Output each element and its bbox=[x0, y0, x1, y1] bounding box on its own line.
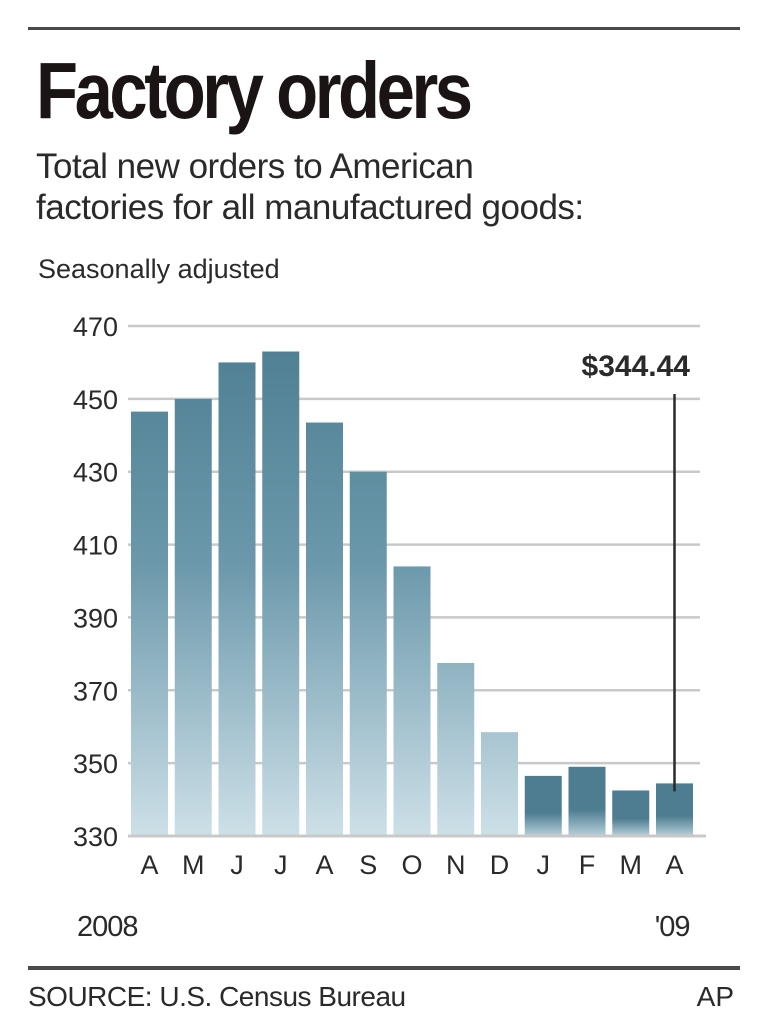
agency-credit: AP bbox=[696, 981, 734, 1012]
x-tick-label: M bbox=[182, 850, 205, 880]
annotations: $344.44 bbox=[582, 350, 691, 792]
bottom-rule bbox=[28, 966, 740, 970]
x-tick-label: A bbox=[315, 850, 333, 880]
callout-label: $344.44 bbox=[582, 350, 691, 383]
x-tick-label: A bbox=[140, 850, 158, 880]
bar bbox=[174, 398, 212, 836]
bar bbox=[656, 783, 693, 836]
bar bbox=[568, 766, 606, 836]
bar bbox=[393, 566, 431, 836]
x-tick-label: O bbox=[401, 850, 422, 880]
source-credit: SOURCE: U.S. Census Bureau bbox=[28, 981, 406, 1012]
bar bbox=[306, 422, 343, 836]
bar bbox=[218, 362, 256, 836]
year-label: 2008 bbox=[77, 911, 138, 943]
y-tick-label: 430 bbox=[73, 458, 118, 488]
y-axis-ticks: 470 450 430 410 390 370 350 330 bbox=[73, 312, 118, 852]
year-label: '09 bbox=[655, 911, 690, 943]
subtitle-line-2: factories for all manufactured goods: bbox=[36, 188, 584, 227]
y-tick-label: 390 bbox=[73, 603, 118, 633]
seasonal-note: Seasonally adjusted bbox=[38, 254, 280, 284]
x-tick-label: J bbox=[537, 850, 551, 880]
bar bbox=[131, 411, 168, 836]
bar bbox=[262, 351, 300, 836]
x-tick-label: S bbox=[359, 850, 377, 880]
y-tick-label: 330 bbox=[73, 822, 118, 852]
y-tick-label: 350 bbox=[73, 749, 118, 779]
subtitle-line-1: Total new orders to American bbox=[36, 147, 474, 186]
x-tick-label: J bbox=[274, 850, 288, 880]
bars bbox=[128, 351, 706, 838]
y-tick-label: 410 bbox=[73, 531, 118, 561]
y-tick-label: 470 bbox=[73, 312, 118, 342]
bar bbox=[481, 732, 518, 836]
x-tick-label: D bbox=[490, 850, 510, 880]
bar bbox=[612, 790, 650, 836]
x-tick-label: N bbox=[446, 850, 466, 880]
x-tick-label: A bbox=[665, 850, 683, 880]
bar bbox=[349, 471, 387, 836]
x-tick-label: J bbox=[230, 850, 244, 880]
y-tick-label: 450 bbox=[73, 385, 118, 415]
y-tick-label: 370 bbox=[73, 676, 118, 706]
bar bbox=[524, 775, 562, 836]
top-rule bbox=[28, 27, 740, 30]
bar bbox=[437, 662, 475, 836]
chart-subtitle: Total new orders to American factories f… bbox=[36, 146, 584, 228]
x-tick-label: F bbox=[579, 850, 596, 880]
x-tick-label: M bbox=[620, 850, 643, 880]
chart-title: Factory orders bbox=[36, 46, 473, 135]
year-labels: 2008 '09 bbox=[77, 911, 691, 943]
